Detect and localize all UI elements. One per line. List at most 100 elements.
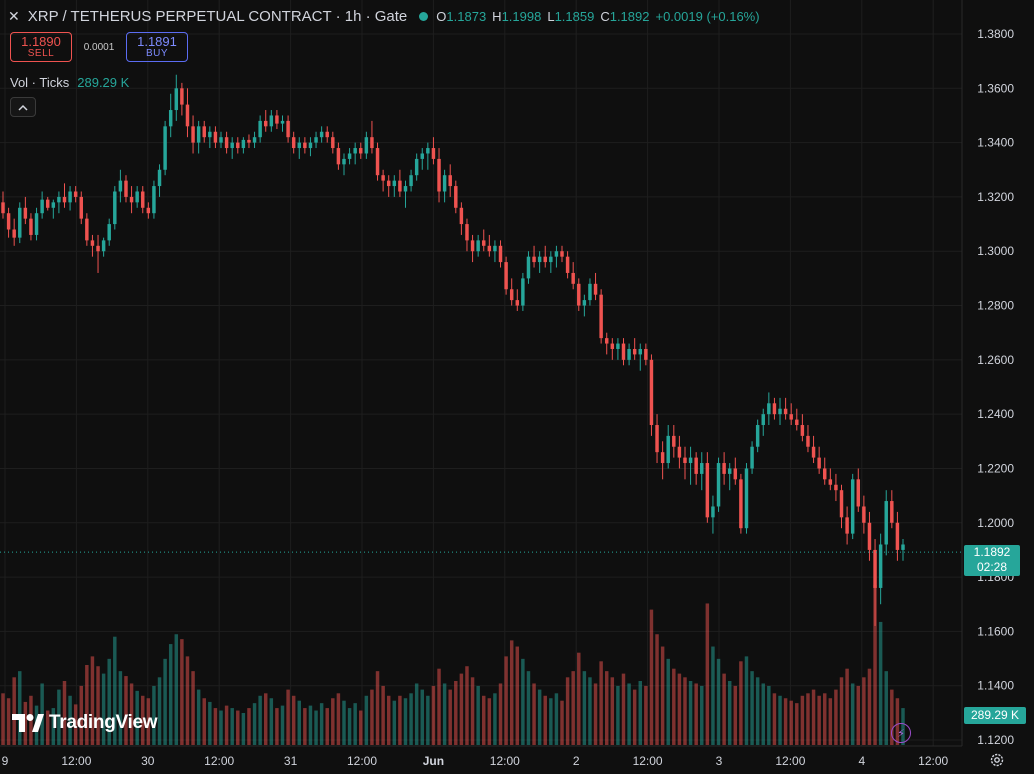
volume-bar (828, 698, 833, 745)
buy-button[interactable]: 1.1891 BUY (126, 32, 188, 62)
volume-bar (638, 681, 642, 745)
candle-body (616, 343, 620, 349)
candle-body (409, 175, 413, 187)
volume-bar (515, 646, 520, 745)
candle-body (739, 479, 743, 529)
spread-value: 0.0001 (83, 41, 115, 53)
volume-bar (459, 673, 464, 745)
candle-body (426, 148, 430, 154)
candle-body (862, 506, 866, 523)
x-tick-label: Jun (423, 754, 444, 768)
volume-bar (482, 695, 486, 745)
volume-bar (308, 705, 313, 745)
volume-bar (644, 685, 648, 745)
candle-body (146, 207, 151, 214)
volume-bar (700, 685, 704, 745)
candle-body (850, 479, 855, 534)
chevron-up-icon[interactable] (10, 97, 36, 117)
volume-bar (582, 671, 587, 745)
candle-body (884, 501, 888, 545)
y-tick-label: 1.3000 (977, 244, 1014, 258)
symbol-title[interactable]: XRP / TETHERUS PERPETUAL CONTRACT · 1h ·… (27, 7, 408, 25)
volume-bar (795, 703, 799, 745)
candle-body (202, 126, 206, 138)
candle-body (364, 137, 369, 154)
candle-body (129, 196, 134, 203)
sell-label: SELL (27, 47, 55, 59)
candle-body (96, 245, 100, 252)
candle-body (638, 348, 642, 355)
volume-bar (269, 698, 274, 745)
volume-bar (264, 693, 268, 745)
volume-bar (716, 658, 721, 745)
close-value: 1.1892 (609, 8, 650, 24)
candle-body (582, 300, 587, 306)
volume-bar (755, 677, 760, 745)
lightning-icon[interactable]: ⚡ (891, 723, 911, 743)
candle-body (817, 457, 821, 469)
candle-body (890, 501, 894, 523)
gear-icon[interactable] (989, 752, 1005, 768)
candle-body (90, 240, 95, 246)
y-tick-label: 1.3200 (977, 190, 1014, 204)
x-tick-label: 12:00 (633, 754, 663, 768)
buy-label: BUY (145, 47, 169, 59)
candle-body (180, 88, 184, 105)
candle-body (694, 457, 698, 474)
price-axis[interactable]: 1.3800 1.3600 1.3400 1.3200 1.3000 1.2800 1.26… (977, 27, 1014, 747)
candle-body (185, 104, 190, 127)
volume-bar (437, 668, 441, 745)
tradingview-logo-text: TradingView (49, 712, 158, 733)
volume-bar (73, 704, 78, 745)
volume-bar (711, 646, 715, 745)
volume-bar (359, 710, 363, 745)
volume-bar (772, 693, 777, 745)
volume-bar (224, 705, 229, 745)
volume-bar (666, 658, 670, 745)
volume-bar (353, 703, 357, 745)
candle-body (325, 131, 329, 138)
volume-bar (588, 677, 592, 745)
candle-body (141, 191, 145, 208)
volume-bar (577, 652, 581, 745)
candle-body (577, 283, 581, 306)
volume-bar (878, 621, 883, 745)
volume-bars (1, 585, 905, 745)
volume-bar (342, 700, 346, 745)
candle-body (73, 191, 78, 197)
candle-body (856, 479, 861, 507)
volume-bar (146, 698, 151, 745)
candle-body (230, 142, 234, 149)
candle-body (487, 245, 492, 252)
candle-body (571, 272, 575, 284)
close-icon[interactable]: ✕ (8, 7, 20, 24)
candle-body (716, 463, 721, 507)
volume-bar (85, 665, 89, 745)
volume-bar (621, 673, 626, 745)
y-tick-label: 1.3600 (977, 81, 1014, 95)
ohlc-legend: O1.1873 H1.1998 L1.1859 C1.1892 +0.0019 … (436, 8, 760, 24)
volume-bar (113, 636, 117, 745)
volume-bar (862, 677, 866, 745)
volume-bar (739, 661, 743, 745)
volume-bar (96, 666, 100, 745)
candle-body (560, 251, 564, 257)
candle-body (247, 139, 251, 143)
sell-button[interactable]: 1.1890 SELL (10, 32, 72, 62)
volume-bar (213, 708, 218, 745)
time-axis[interactable]: 9 12:00 30 12:00 31 12:00 Jun 12:00 2 12:00 3 12:00… (2, 754, 949, 768)
candle-body (403, 186, 408, 192)
candle-body (398, 180, 402, 192)
volume-bar (554, 693, 559, 745)
volume-bar (448, 689, 452, 745)
volume-bar (101, 673, 106, 745)
candle-body (381, 175, 385, 181)
candle-body (353, 148, 357, 154)
candle-body (448, 175, 452, 187)
volume-legend[interactable]: Vol · Ticks 289.29 K (10, 75, 129, 90)
volume-bar (677, 673, 682, 745)
volume-bar (532, 683, 536, 745)
volume-bar (331, 698, 335, 745)
candle-body (163, 126, 167, 170)
